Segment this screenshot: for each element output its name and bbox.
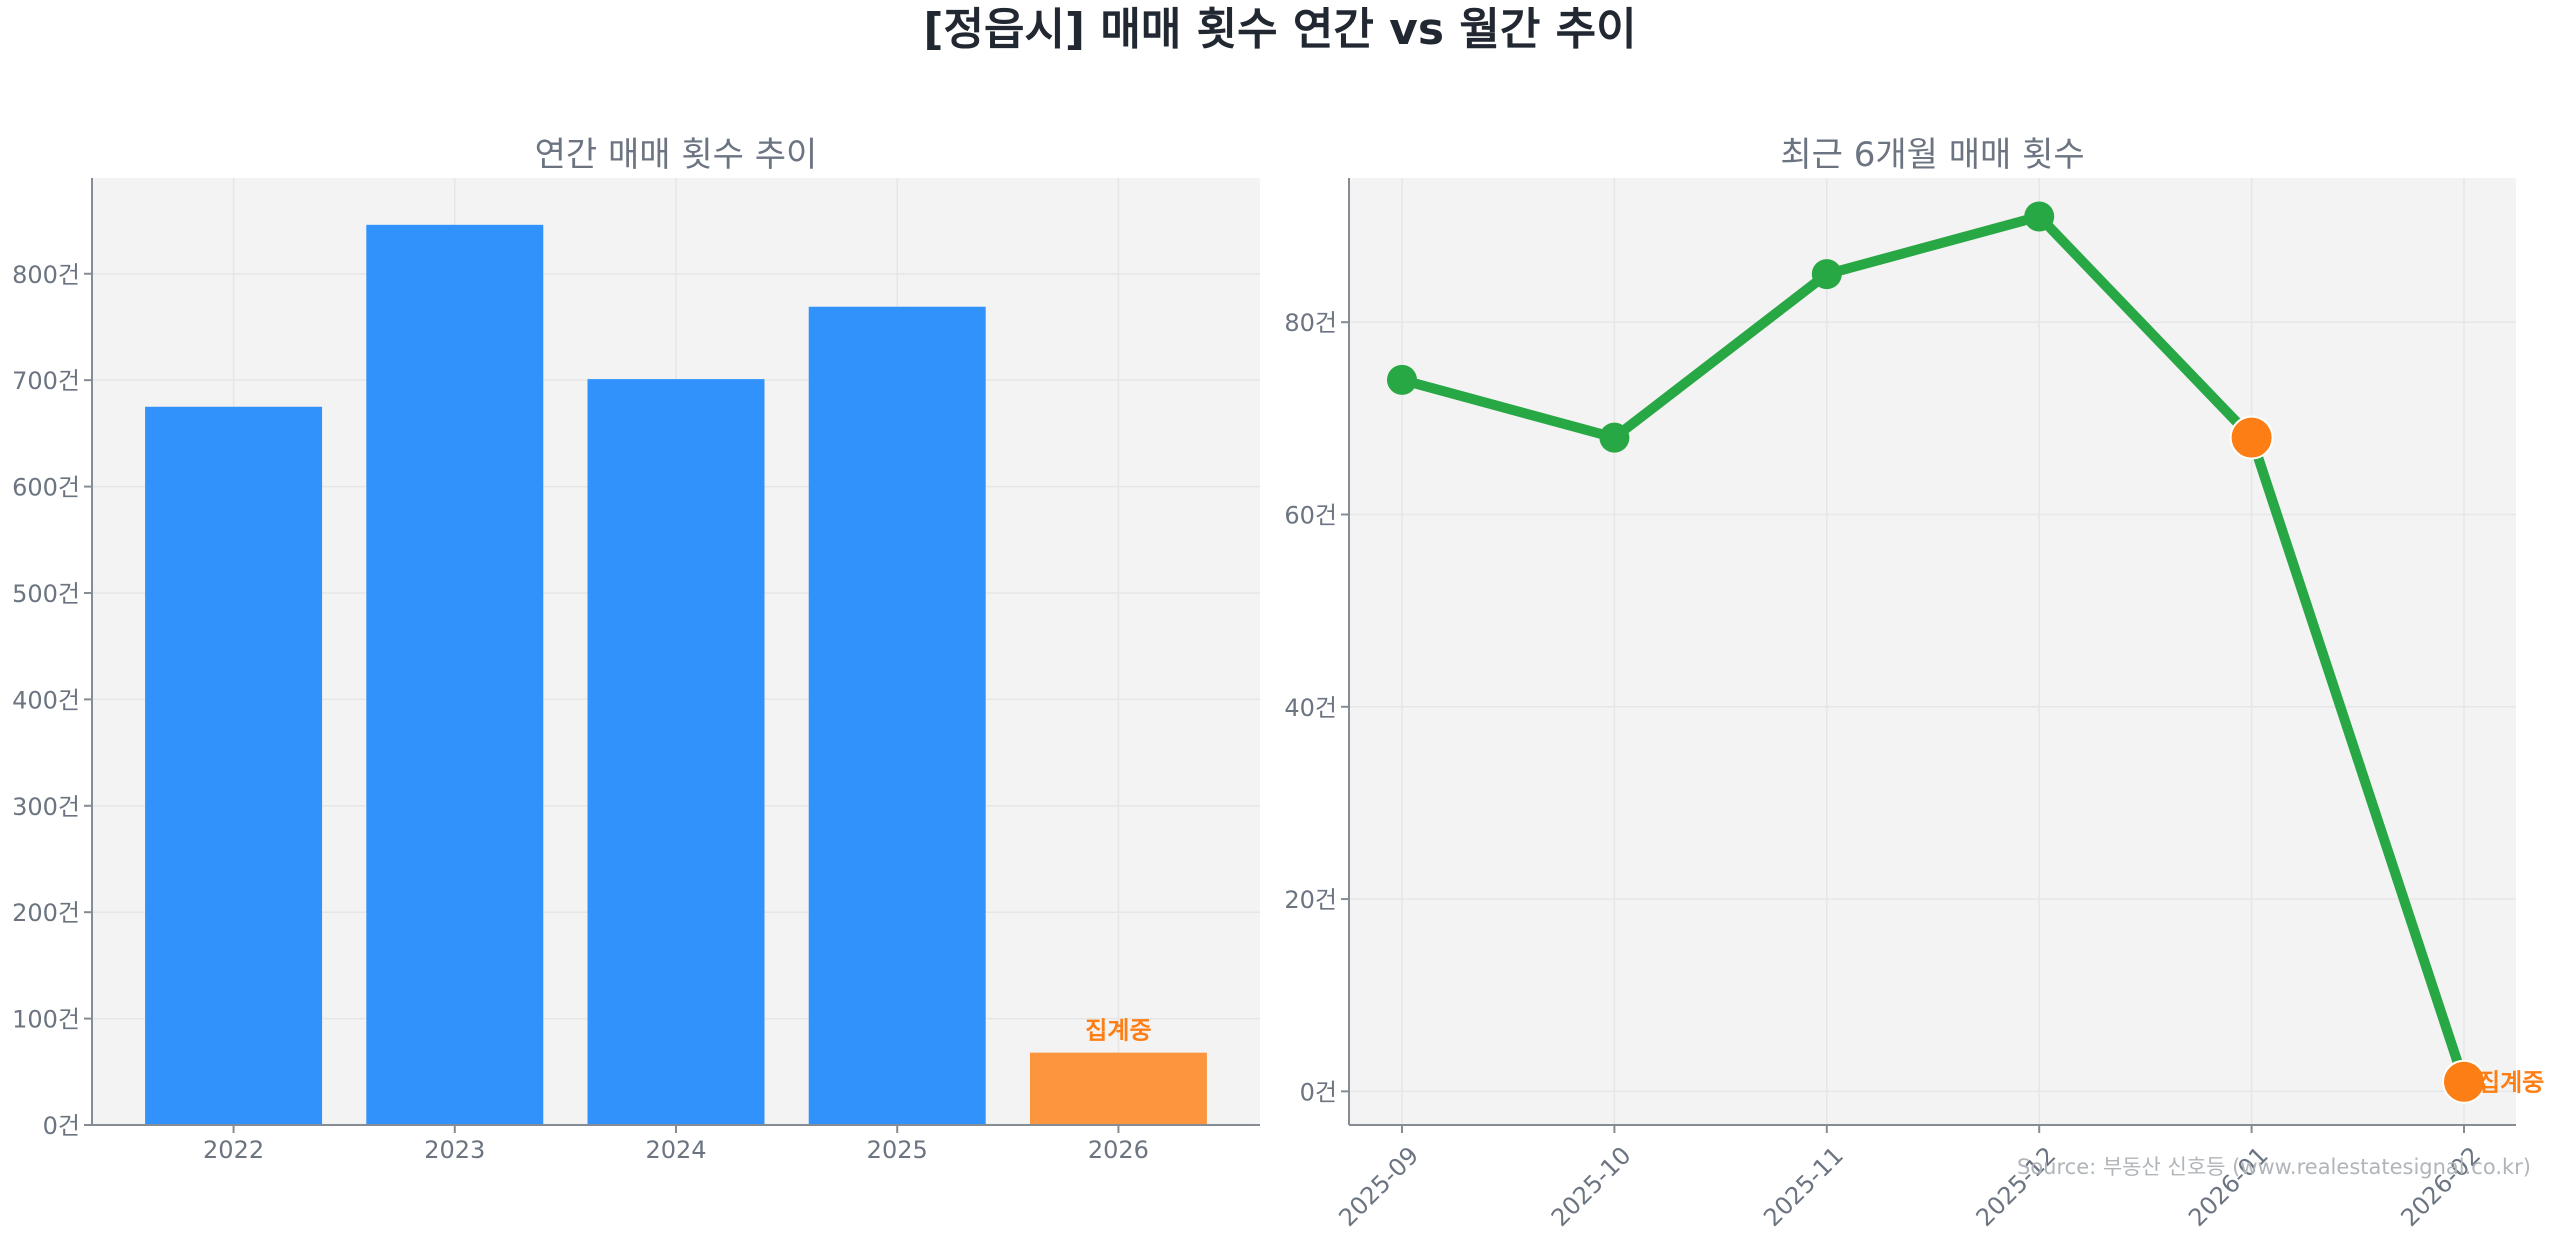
highlight-point-2026-01	[2229, 415, 2274, 460]
subplot-title: 최근 6개월 매매 횟수	[1780, 135, 2084, 175]
plot-area	[1349, 178, 2516, 1125]
y-tick-label: 40건	[1284, 694, 1337, 722]
x-tick-label: 2024	[645, 1136, 706, 1164]
data-point-2025-12	[2024, 201, 2055, 232]
x-tick-label: 2025-10	[1546, 1141, 1637, 1232]
x-tick-label: 2025	[867, 1136, 928, 1164]
partial-data-annotation: 집계중	[1085, 1017, 1151, 1045]
y-tick-label: 300건	[12, 793, 80, 821]
subplot-title: 연간 매매 횟수 추이	[535, 135, 818, 175]
y-tick-label: 0건	[1300, 1078, 1337, 1106]
x-tick-label: 2022	[203, 1136, 264, 1164]
x-tick-label: 2023	[424, 1136, 485, 1164]
highlight-point-2026-02	[2442, 1059, 2486, 1104]
y-tick-label: 800건	[12, 261, 80, 289]
y-tick-label: 600건	[12, 474, 80, 502]
source-caption: Source: 부동산 신호등 (www.realestatesignal.co…	[2017, 1155, 2531, 1179]
partial-data-annotation: 집계중	[2478, 1069, 2544, 1097]
bar-2023	[366, 224, 544, 1125]
x-tick-label: 2025-09	[1333, 1141, 1424, 1232]
y-tick-label: 0건	[43, 1112, 80, 1140]
x-tick-label: 2026	[1088, 1136, 1149, 1164]
data-point-2025-10	[1599, 422, 1630, 453]
bar-2026	[1029, 1052, 1207, 1125]
y-tick-label: 60건	[1284, 501, 1337, 529]
y-tick-label: 200건	[12, 899, 80, 927]
data-point-2025-09	[1387, 364, 1417, 395]
bar-2024	[587, 379, 765, 1125]
bar-2025	[808, 306, 986, 1125]
y-tick-label: 700건	[12, 367, 80, 395]
y-tick-label: 20건	[1284, 886, 1337, 914]
y-tick-label: 100건	[12, 1006, 80, 1034]
bar-2022	[145, 406, 323, 1125]
x-tick-label: 2025-11	[1758, 1141, 1849, 1232]
y-tick-label: 80건	[1284, 309, 1337, 337]
figure-title: [정읍시] 매매 횟수 연간 vs 월간 추이	[923, 4, 1637, 55]
data-point-2025-11	[1811, 259, 1842, 290]
trend-line	[1400, 211, 2469, 1084]
y-tick-label: 400건	[12, 686, 80, 714]
annual-bar-chart: 연간 매매 횟수 추이 0건 100건 200건 300건 400건 500건 600건 700…	[12, 135, 1260, 1164]
y-tick-label: 500건	[12, 580, 80, 608]
monthly-line-chart: 최근 6개월 매매 횟수 0건 20건 40건 60건 80건 2025-09 2025-10…	[1284, 135, 2544, 1232]
